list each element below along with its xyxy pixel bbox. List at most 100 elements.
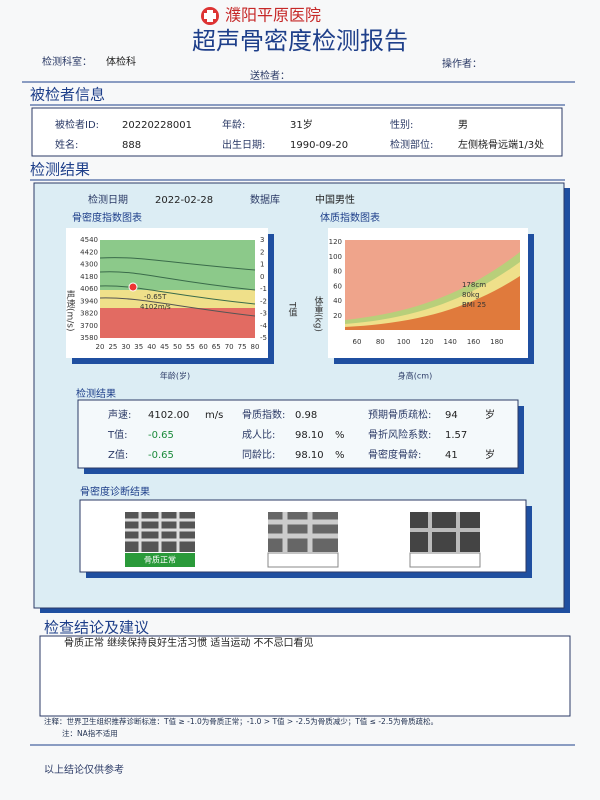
field-value: 1990-09-20 — [290, 140, 348, 151]
measure-fields: 声速: 4102.00 m/s 骨质指数: 0.98 预期骨质疏松: 94 岁 T值: -0.65… — [107, 408, 495, 461]
x-tick-label: 180 — [490, 338, 503, 346]
patient-fields: 被检者ID: 20220228001 年龄: 31岁 性别: 男姓名: 888 出生日期: 19… — [55, 118, 544, 151]
y-tick-label: 80 — [333, 268, 342, 276]
annotation: 178cm — [462, 281, 486, 289]
logo — [201, 7, 219, 25]
field-unit: % — [335, 430, 345, 441]
y-tick-label: 20 — [333, 312, 342, 320]
x-tick-label: 80 — [251, 343, 260, 351]
field-label: 预期骨质疏松: — [368, 408, 431, 421]
conclusion-text: 骨质正常 继续保持良好生活习惯 适当运动 不不忌口看见 — [64, 636, 314, 649]
x-tick-label: 60 — [199, 343, 208, 351]
x-tick-label: 60 — [353, 338, 362, 346]
field-label: 年龄: — [222, 118, 245, 131]
x-tick-label: 45 — [160, 343, 169, 351]
field-label: 被检者ID: — [55, 118, 99, 131]
x-tick-label: 160 — [467, 338, 480, 346]
annotation: -0.65T — [144, 293, 167, 301]
y2-tick-label: -1 — [260, 285, 267, 293]
field-label: 骨折风险系数: — [368, 428, 431, 441]
date: 2022-02-28 — [155, 195, 213, 206]
x-tick-label: 65 — [212, 343, 221, 351]
x-tick-label: 30 — [121, 343, 130, 351]
y-tick-label: 60 — [333, 282, 342, 290]
y2-tick-label: 3 — [260, 236, 264, 244]
field-value: -0.65 — [148, 430, 174, 441]
x-tick-label: 25 — [108, 343, 117, 351]
dept: 体检科 — [106, 55, 136, 68]
field-unit: % — [335, 450, 345, 461]
field-unit: 岁 — [485, 408, 495, 421]
y-tick-label: 100 — [329, 253, 342, 261]
field-value: 1.57 — [445, 430, 467, 441]
section-title: 检测结果 — [30, 161, 90, 179]
field-label: 骨质指数: — [242, 408, 285, 421]
y-tick-label: 3700 — [80, 322, 98, 330]
field-value: 94 — [445, 410, 458, 421]
field-unit: m/s — [205, 410, 223, 421]
x-axis-label: 身高(cm) — [398, 371, 432, 381]
title: 超声骨密度检测报告 — [192, 27, 408, 55]
y2-axis-label: T值 — [287, 301, 298, 317]
x-axis-label: 年龄(岁) — [160, 371, 190, 381]
x-tick-label: 40 — [147, 343, 156, 351]
y-tick-label: 120 — [329, 238, 342, 246]
date-label: 检测日期 — [88, 193, 128, 206]
operator-label: 操作者： — [442, 57, 482, 70]
y-tick-label: 4420 — [80, 248, 98, 256]
conclusion-box — [39, 635, 571, 717]
field-value: 888 — [122, 140, 141, 151]
section-title: 检测结果 — [76, 387, 116, 400]
x-tick-label: 55 — [186, 343, 195, 351]
bone-images — [125, 512, 481, 568]
field-value: 0.98 — [295, 410, 317, 421]
field-value: 41 — [445, 450, 458, 461]
y-tick-label: 4180 — [80, 273, 98, 281]
annotation: 80kg — [462, 291, 479, 299]
y-tick-label: 4300 — [80, 261, 98, 269]
field-value: 4102.00 — [148, 410, 189, 421]
field-label: 姓名: — [55, 138, 78, 151]
x-tick-label: 50 — [173, 343, 182, 351]
footer: 以上结论仅供参考 — [44, 763, 124, 776]
measure-box — [77, 399, 519, 469]
field-value: -0.65 — [148, 450, 174, 461]
db-label: 数据库 — [250, 193, 280, 206]
y2-tick-label: -4 — [260, 322, 268, 330]
field-label: Z值: — [108, 448, 128, 461]
field-label: 性别: — [390, 118, 413, 131]
y2-tick-label: 1 — [260, 261, 264, 269]
hospital: 濮阳平原医院 — [225, 6, 321, 25]
field-label: 同龄比: — [242, 448, 275, 461]
annotation: BMI 25 — [462, 301, 486, 309]
x-tick-label: 20 — [96, 343, 105, 351]
y-tick-label: 4060 — [80, 285, 98, 293]
note: 注释：世界卫生组织推荐诊断标准：T值 ≥ -1.0为骨质正常；-1.0 > T值… — [44, 716, 438, 726]
y-axis-label: 声速(m/s) — [65, 289, 76, 332]
x-tick-label: 75 — [238, 343, 247, 351]
sender-label: 送检者： — [250, 69, 290, 82]
x-tick-label: 70 — [225, 343, 234, 351]
y-axis-label: 体重(kg) — [313, 295, 324, 332]
field-label: 声速: — [108, 408, 131, 421]
y-tick-label: 4540 — [80, 236, 98, 244]
x-tick-label: 120 — [420, 338, 433, 346]
patient-box — [31, 107, 563, 157]
y-tick-label: 3580 — [80, 334, 98, 342]
section-title: 被检者信息 — [30, 86, 105, 104]
x-tick-label: 80 — [376, 338, 385, 346]
field-unit: 岁 — [485, 448, 495, 461]
field-label: 成人比: — [242, 429, 275, 441]
y2-tick-label: 2 — [260, 248, 264, 256]
field-value: 左侧桡骨远端1/3处 — [458, 138, 544, 151]
y2-tick-label: -5 — [260, 334, 267, 342]
section-title: 检查结论及建议 — [44, 619, 149, 637]
diagnosis-status: 骨质正常 — [144, 555, 176, 565]
field-label: 骨密度骨龄: — [368, 448, 421, 461]
y-tick-label: 3940 — [80, 297, 98, 305]
y2-tick-label: 0 — [260, 273, 264, 281]
y-tick-label: 3820 — [80, 310, 98, 318]
y-tick-label: 40 — [333, 297, 342, 305]
dept-label: 检测科室： — [42, 55, 92, 68]
